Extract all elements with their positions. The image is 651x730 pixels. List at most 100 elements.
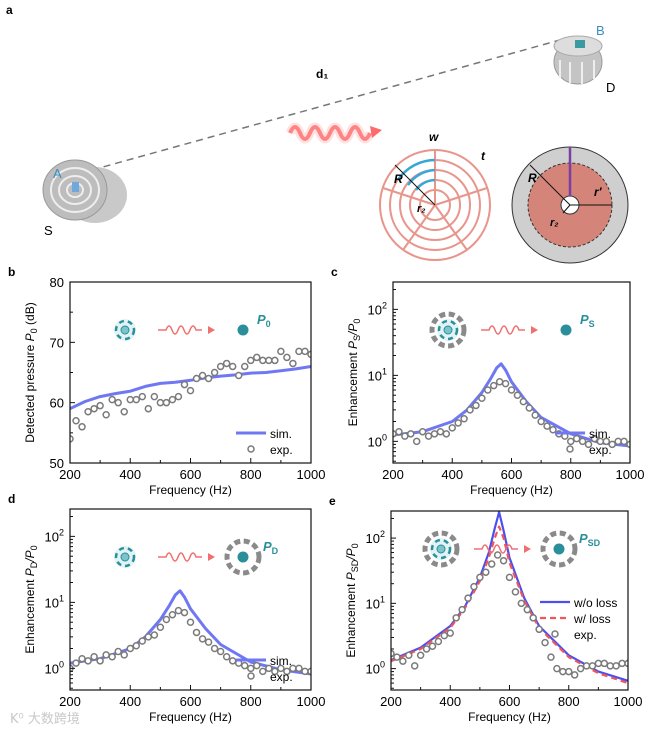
arrow-head-icon <box>208 553 215 561</box>
exp-data-point <box>612 662 620 670</box>
y-tick-exponent: 2 <box>382 300 387 310</box>
panel-label-c: c <box>331 265 338 279</box>
pressure-label: P0 <box>257 312 271 329</box>
exp-data-point <box>132 642 141 650</box>
inset-diagram: P0 <box>114 312 271 341</box>
inset-diagram: PD <box>114 538 279 576</box>
legend-marker-exp <box>247 445 255 453</box>
exp-data-point <box>600 659 609 668</box>
exp-data-point <box>513 391 522 399</box>
y-tick-exponent: 1 <box>380 594 385 604</box>
exp-data-point <box>594 659 603 668</box>
exp-data-point <box>401 432 409 440</box>
y-axis-label-part: /P <box>23 550 37 562</box>
labyrinth-unit-diagram <box>379 149 491 261</box>
exp-data-point <box>204 638 213 646</box>
exp-data-point <box>228 657 237 665</box>
y-axis-label: Detected pressure P0 (dB) <box>23 302 39 442</box>
exp-data-point <box>150 631 159 639</box>
pressure-symbol: P <box>257 312 266 327</box>
exp-data-point <box>222 359 231 368</box>
source-core <box>443 325 453 335</box>
inner-radius-label: r₂ <box>417 203 425 215</box>
exp-data-point <box>559 667 567 676</box>
x-tick-label: 400 <box>441 467 463 482</box>
exp-data-point <box>120 407 128 416</box>
y-axis-label-part: S <box>352 335 362 341</box>
exp-data-point <box>192 628 201 637</box>
exp-data-point <box>96 401 104 410</box>
y-tick-exponent: 0 <box>382 432 387 442</box>
chart-panel-b: b 200 400 600 800 1000 Frequency (Hz) 50 60 70 80 D… <box>8 265 325 497</box>
exp-data-point <box>405 651 413 660</box>
plot-area <box>391 511 628 685</box>
exp-data-point <box>102 651 110 659</box>
exp-data-point <box>537 417 545 426</box>
y-tick-exponent: 2 <box>380 529 385 539</box>
y-axis-label-part: P <box>23 568 37 576</box>
legend-marker-exp <box>247 672 255 680</box>
exp-data-point <box>484 386 492 394</box>
y-axis-label-part: 0 <box>29 328 39 333</box>
distance-label: d₁ <box>316 67 328 81</box>
effective-medium-diagram <box>511 146 629 264</box>
exp-data-point <box>454 419 462 427</box>
x-tick-label: 800 <box>240 467 262 482</box>
exp-data-point <box>156 623 165 631</box>
y-tick-base: 10 <box>366 596 380 611</box>
exp-data-point <box>452 614 460 622</box>
exp-data-point <box>108 395 116 404</box>
detector-device-icon <box>553 35 603 85</box>
exp-data-point <box>108 652 116 661</box>
y-axis-label-part: 0 <box>29 545 39 550</box>
disk-outer-radius-label: R <box>528 171 537 185</box>
legend-label: w/o loss <box>573 596 617 610</box>
source-device-icon <box>42 159 127 223</box>
exp-data-point <box>192 374 201 383</box>
exp-data-point <box>102 410 110 419</box>
exp-data-point <box>186 618 195 626</box>
legend-label: exp. <box>270 670 293 684</box>
exp-data-point <box>412 437 421 446</box>
exp-data-point <box>90 404 98 413</box>
exp-data-point <box>519 397 528 406</box>
receiver-icon <box>540 530 578 568</box>
exp-data-point <box>549 425 557 434</box>
exp-data-point <box>144 633 153 641</box>
legend-marker-exp <box>551 630 559 638</box>
y-tick-label: 102 <box>368 300 387 317</box>
disk-inner-radius-label: r₂ <box>550 217 558 229</box>
exp-data-point <box>283 667 291 676</box>
exp-data-point <box>180 608 189 617</box>
exp-data-point <box>489 381 498 390</box>
y-tick-base: 10 <box>368 302 382 317</box>
exp-data-point <box>493 551 502 559</box>
exp-data-point <box>289 359 297 368</box>
x-tick-label: 200 <box>59 694 81 709</box>
exp-data-point <box>565 667 573 676</box>
exp-data-point <box>96 657 104 665</box>
exp-data-point <box>240 661 249 670</box>
exp-data-point <box>393 653 401 661</box>
exp-data-point <box>156 398 165 407</box>
exp-data-point <box>476 573 484 582</box>
exp-data-point <box>120 651 128 659</box>
source-label: S <box>44 223 53 238</box>
exp-data-point <box>132 395 141 404</box>
exp-data-point <box>553 664 561 673</box>
exp-data-point <box>138 637 147 645</box>
x-axis-label: Frequency (Hz) <box>468 710 551 724</box>
exp-data-point <box>535 625 543 634</box>
exp-data-point <box>517 599 526 608</box>
x-tick-label: 600 <box>180 467 202 482</box>
panel-a-schematic: a d₁ A S B D <box>6 3 629 264</box>
exp-data-point <box>624 659 628 668</box>
pressure-subscript: SD <box>588 538 601 548</box>
x-tick-label: 600 <box>180 694 202 709</box>
exp-data-point <box>72 417 80 425</box>
y-tick-label: 102 <box>45 527 64 544</box>
pressure-symbol: P <box>579 531 588 546</box>
x-axis-label: Frequency (Hz) <box>149 483 232 497</box>
